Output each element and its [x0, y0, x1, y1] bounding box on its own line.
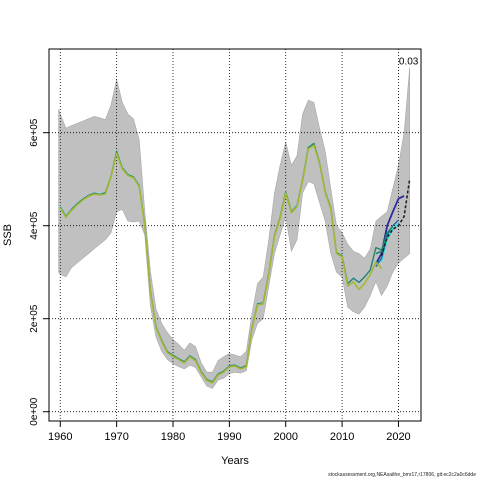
y-tick-label: 0e+00	[29, 397, 40, 426]
x-tick-label: 1960	[48, 431, 72, 443]
y-axis: 0e+00 2e+05 4e+05 6e+05	[29, 118, 49, 426]
x-tick-label: 1970	[104, 431, 128, 443]
x-tick-label: 1990	[217, 431, 241, 443]
x-tick-label: 1980	[161, 431, 185, 443]
x-tick-label: 2020	[386, 431, 410, 443]
gridlines	[49, 49, 421, 421]
y-tick-label: 6e+05	[29, 118, 40, 147]
x-axis-label: Years	[221, 455, 249, 467]
y-tick-label: 4e+05	[29, 211, 40, 240]
x-axis: 1960 1970 1980 1990 2000 2010 2020	[48, 421, 411, 443]
series-line	[375, 195, 405, 265]
y-axis-label: SSB	[2, 224, 14, 246]
x-tick-label: 2000	[273, 431, 297, 443]
confidence-band-area	[58, 67, 410, 389]
plot-frame	[48, 48, 422, 422]
series-line	[380, 179, 411, 257]
annotation-label: 0.03	[399, 57, 419, 68]
confidence-band	[58, 67, 410, 389]
series-line	[59, 144, 383, 384]
series-line	[375, 226, 394, 255]
x-tick-label: 2010	[330, 431, 354, 443]
y-tick-label: 2e+05	[29, 304, 40, 333]
footer-source: stockassessment.org,NEAsaithe_bmr17,r178…	[328, 472, 476, 478]
series-lines	[59, 142, 411, 384]
